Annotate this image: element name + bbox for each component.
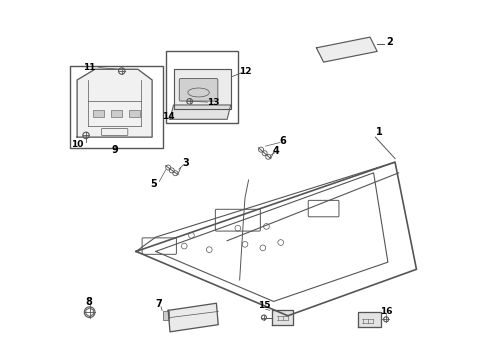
Polygon shape [173,69,231,109]
Text: 14: 14 [162,112,174,121]
Bar [163,311,169,320]
Text: 3: 3 [183,158,190,168]
Text: 9: 9 [111,145,118,155]
Text: 8: 8 [85,297,92,307]
Text: 5: 5 [150,179,157,189]
Text: 10: 10 [71,140,83,149]
Text: 11: 11 [83,63,96,72]
Text: 15: 15 [258,301,270,310]
Polygon shape [170,105,231,119]
FancyBboxPatch shape [179,78,218,101]
Text: 4: 4 [273,147,280,157]
Text: 16: 16 [380,307,392,316]
Polygon shape [317,37,377,62]
Text: 1: 1 [375,127,382,137]
Polygon shape [77,69,152,137]
Polygon shape [358,312,381,327]
Bar [70,66,163,148]
Text: 7: 7 [155,299,162,309]
Bar [129,111,140,117]
Text: 12: 12 [239,67,251,76]
Bar [93,111,104,117]
Text: 6: 6 [279,136,286,146]
Bar [111,111,122,117]
Text: 13: 13 [207,98,219,107]
Polygon shape [168,303,218,332]
Polygon shape [272,310,293,325]
Bar [167,51,238,123]
Text: 2: 2 [386,37,393,48]
